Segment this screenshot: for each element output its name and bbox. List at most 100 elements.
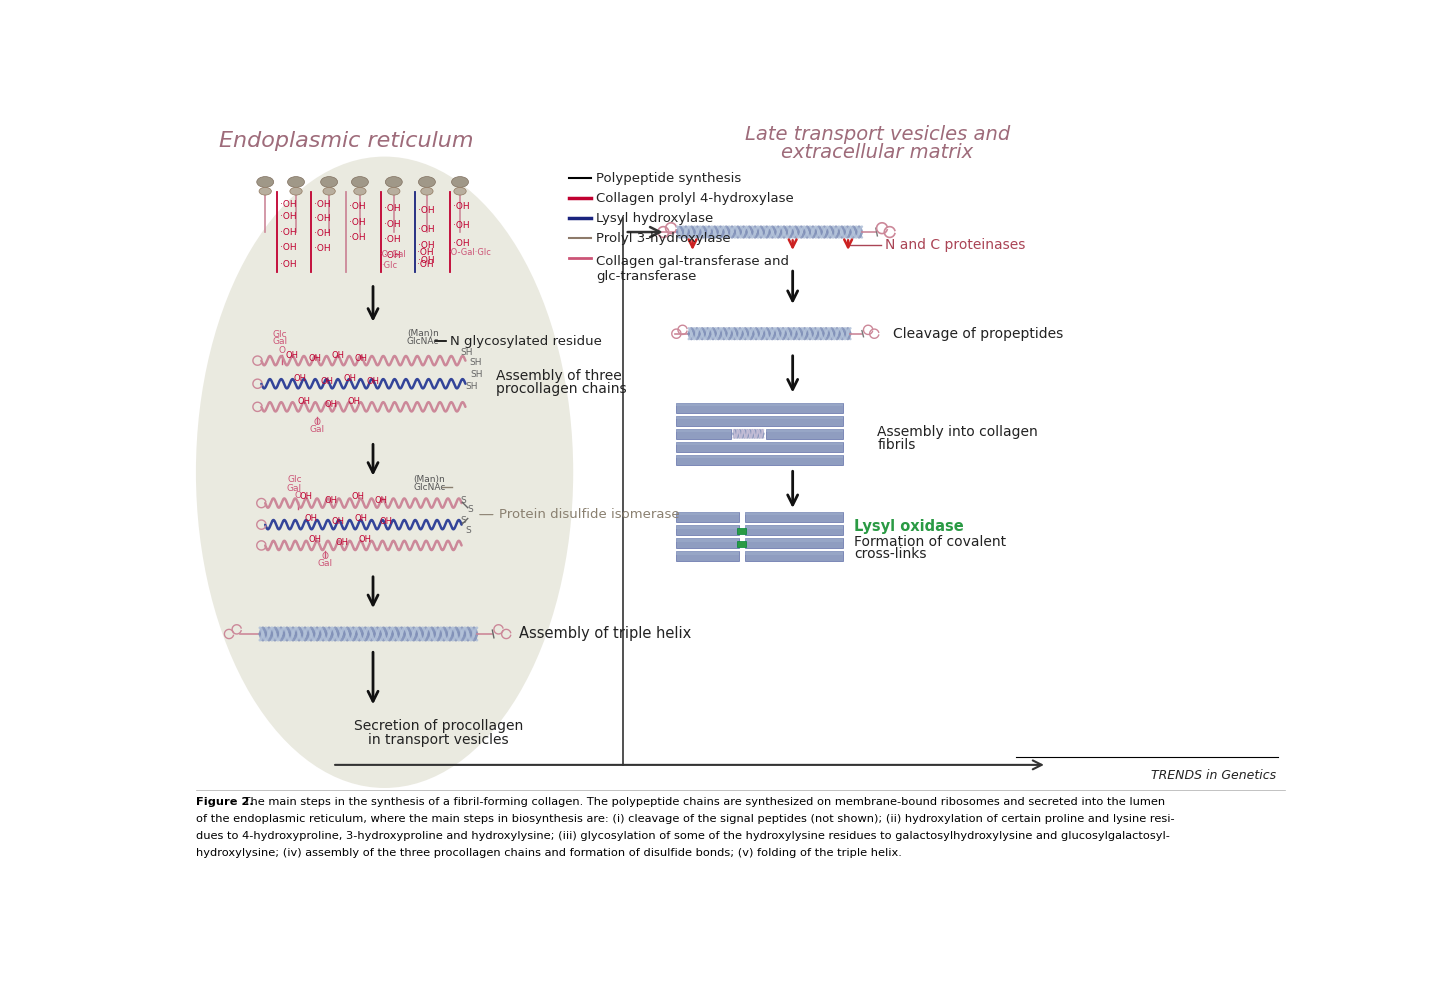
Text: Gal: Gal (272, 338, 288, 346)
Bar (675, 455, 843, 465)
Ellipse shape (385, 176, 402, 187)
Text: ·OH: ·OH (383, 205, 401, 214)
Ellipse shape (257, 176, 273, 187)
Text: OH: OH (366, 377, 379, 386)
Text: Collagen gal-transferase and
glc-transferase: Collagen gal-transferase and glc-transfe… (596, 255, 790, 283)
Text: ·OH: ·OH (453, 221, 470, 230)
Text: Lysyl oxidase: Lysyl oxidase (855, 519, 964, 533)
Ellipse shape (421, 187, 432, 195)
Bar (745, 512, 843, 516)
Text: Endoplasmic reticulum: Endoplasmic reticulum (218, 131, 473, 152)
Bar (745, 525, 843, 535)
Text: ·OH: ·OH (383, 235, 401, 244)
Bar (745, 512, 843, 522)
Text: ·OH: ·OH (348, 202, 366, 212)
Text: ·OH: ·OH (314, 229, 331, 238)
Bar (675, 512, 739, 522)
Text: Polypeptide synthesis: Polypeptide synthesis (596, 171, 742, 185)
Bar (675, 525, 739, 528)
Text: O: O (314, 417, 321, 426)
Text: ·OH: ·OH (383, 251, 401, 260)
Text: procollagen chains: procollagen chains (496, 382, 626, 397)
Text: Glc: Glc (272, 330, 288, 338)
Text: GlcNAc: GlcNAc (406, 338, 440, 346)
Bar (766, 429, 843, 439)
Bar (745, 538, 843, 541)
Text: O: O (294, 491, 301, 501)
Text: SH: SH (471, 370, 483, 379)
Text: ·Glc: ·Glc (382, 261, 398, 270)
Text: of the endoplasmic reticulum, where the main steps in biosynthesis are: (i) clea: of the endoplasmic reticulum, where the … (195, 814, 1174, 825)
Ellipse shape (288, 176, 305, 187)
Text: Figure 2.: Figure 2. (195, 797, 253, 807)
Bar (675, 538, 739, 541)
Text: TRENDS in Genetics: TRENDS in Genetics (1151, 769, 1277, 781)
Text: extracellular matrix: extracellular matrix (781, 143, 973, 162)
Text: Protein disulfide isomerase: Protein disulfide isomerase (480, 508, 680, 522)
Text: ·OH: ·OH (314, 214, 331, 222)
Text: OH: OH (359, 534, 372, 544)
Text: S: S (467, 505, 473, 514)
Ellipse shape (321, 176, 337, 187)
Text: OH: OH (354, 514, 367, 523)
Ellipse shape (195, 156, 573, 788)
Text: dues to 4-hydroxyproline, 3-hydroxyproline and hydroxylysine; (iii) glycosylatio: dues to 4-hydroxyproline, 3-hydroxyproli… (195, 831, 1170, 841)
Text: Lysyl hydroxylase: Lysyl hydroxylase (596, 212, 713, 224)
Text: OH: OH (343, 374, 356, 383)
Text: ·OH: ·OH (453, 239, 470, 248)
Text: Prolyl 3-hydroxylase: Prolyl 3-hydroxylase (596, 231, 730, 245)
Bar (675, 429, 732, 432)
Text: Collagen prolyl 4-hydroxylase: Collagen prolyl 4-hydroxylase (596, 192, 794, 205)
Text: SH: SH (460, 348, 473, 357)
Ellipse shape (454, 187, 466, 195)
Text: GlcNAc: GlcNAc (414, 483, 445, 492)
Text: ·OH: ·OH (453, 202, 470, 212)
Text: OH: OH (324, 496, 337, 505)
Text: OH: OH (299, 492, 312, 502)
Text: S: S (460, 496, 466, 505)
Text: OH: OH (286, 350, 299, 360)
Ellipse shape (351, 176, 369, 187)
Ellipse shape (354, 187, 366, 195)
Text: N glycosylated residue: N glycosylated residue (450, 335, 602, 348)
Text: OH: OH (333, 350, 344, 360)
Text: ·OH: ·OH (416, 260, 434, 269)
Text: ·OH: ·OH (281, 260, 296, 269)
Text: ·O-Gal·Glc: ·O-Gal·Glc (448, 248, 490, 258)
Text: ·OH: ·OH (416, 248, 434, 258)
Ellipse shape (259, 187, 272, 195)
Text: OH: OH (354, 354, 367, 363)
Text: in transport vesicles: in transport vesicles (369, 733, 509, 747)
Text: Gal: Gal (309, 425, 324, 434)
Text: (Man)n: (Man)n (408, 329, 440, 338)
Bar (675, 551, 739, 561)
Bar (675, 415, 843, 426)
Text: hydroxylysine; (iv) assembly of the three procollagen chains and formation of di: hydroxylysine; (iv) assembly of the thre… (195, 848, 902, 858)
Text: OH: OH (351, 492, 364, 502)
Bar (675, 402, 843, 406)
Text: ·OH: ·OH (418, 256, 435, 265)
Bar (675, 429, 732, 439)
Text: ·OH: ·OH (348, 233, 366, 242)
Bar (675, 512, 739, 516)
Text: SH: SH (470, 358, 482, 367)
Text: Secretion of procollagen: Secretion of procollagen (354, 719, 523, 733)
Text: O: O (322, 551, 328, 561)
Text: S: S (466, 525, 471, 534)
Text: Assembly of three: Assembly of three (496, 369, 622, 383)
Text: Cleavage of propeptides: Cleavage of propeptides (892, 327, 1063, 340)
Text: ·OH: ·OH (418, 225, 435, 234)
Text: OH: OH (347, 397, 360, 406)
Bar (675, 455, 843, 459)
Text: The main steps in the synthesis of a fibril-forming collagen. The polypeptide ch: The main steps in the synthesis of a fib… (240, 797, 1165, 807)
Text: cross-links: cross-links (855, 547, 927, 561)
Text: ·OH: ·OH (281, 243, 296, 252)
Bar (766, 429, 843, 432)
Bar (675, 525, 739, 535)
Bar (745, 538, 843, 548)
Text: O: O (279, 346, 286, 355)
Ellipse shape (322, 187, 335, 195)
Text: Late transport vesicles and: Late transport vesicles and (745, 125, 1009, 144)
Ellipse shape (289, 187, 302, 195)
Text: Formation of covalent: Formation of covalent (855, 534, 1006, 549)
